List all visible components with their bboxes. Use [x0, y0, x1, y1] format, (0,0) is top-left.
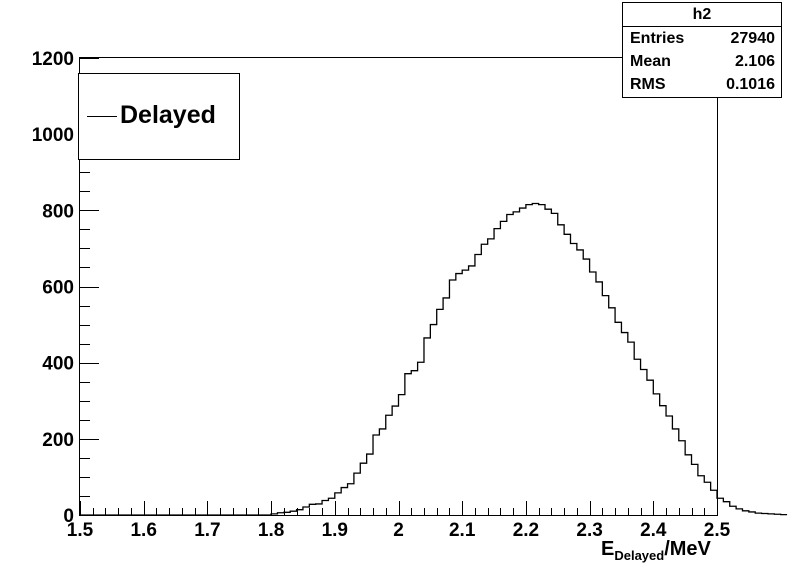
- x-tick-label: 1.6: [130, 520, 156, 541]
- stats-row-mean: Mean 2.106: [623, 50, 781, 73]
- stats-mean-value: 2.106: [734, 53, 775, 70]
- x-tick-label: 2: [393, 520, 404, 541]
- y-tick-label: 0: [63, 506, 74, 527]
- x-tick-label: 1.5: [67, 520, 94, 541]
- x-tick-label: 2.3: [576, 520, 602, 541]
- histogram-line: [80, 202, 788, 516]
- x-tick-label: 1.9: [322, 520, 348, 541]
- stats-row-entries: Entries 27940: [623, 27, 781, 50]
- legend-label: Delayed: [120, 101, 216, 129]
- legend: Delayed: [78, 73, 240, 160]
- y-tick-label: 1000: [32, 125, 74, 146]
- legend-line-swatch: [87, 116, 117, 117]
- plot-frame: [79, 57, 718, 516]
- y-tick-label: 600: [42, 278, 74, 299]
- x-axis-title: EDelayed/MeV: [601, 538, 711, 563]
- tick-labels: 1.5 1.6 1.7 1.8 1.9 2 2.1 2.2 2.3 2.4 2.5 0 200 400 60…: [32, 49, 731, 541]
- x-axis-title-main: E: [601, 538, 615, 560]
- x-tick-label: 1.8: [258, 520, 284, 541]
- stats-rms-label: RMS: [630, 76, 666, 93]
- stats-entries-label: Entries: [630, 30, 685, 47]
- stats-title: h2: [623, 3, 781, 27]
- x-tick-label: 2.5: [704, 520, 731, 541]
- y-tick-label: 1200: [32, 49, 74, 70]
- stats-row-rms: RMS 0.1016: [623, 73, 781, 96]
- stats-entries-value: 27940: [730, 30, 776, 47]
- stats-box: h2 Entries 27940 Mean 2.106 RMS 0.1016: [622, 2, 782, 98]
- y-tick-label: 200: [42, 430, 74, 451]
- x-tick-label: 2.4: [640, 520, 667, 541]
- stats-rms-value: 0.1016: [726, 76, 775, 93]
- y-tick-label: 400: [42, 354, 74, 375]
- x-axis-title-suffix: /MeV: [664, 538, 711, 560]
- x-tick-label: 2.2: [513, 520, 539, 541]
- stats-mean-label: Mean: [630, 53, 671, 70]
- x-tick-label: 1.7: [194, 520, 220, 541]
- x-axis-title-sub: Delayed: [614, 548, 665, 563]
- x-tick-label: 2.1: [449, 520, 476, 541]
- y-tick-label: 800: [42, 201, 74, 222]
